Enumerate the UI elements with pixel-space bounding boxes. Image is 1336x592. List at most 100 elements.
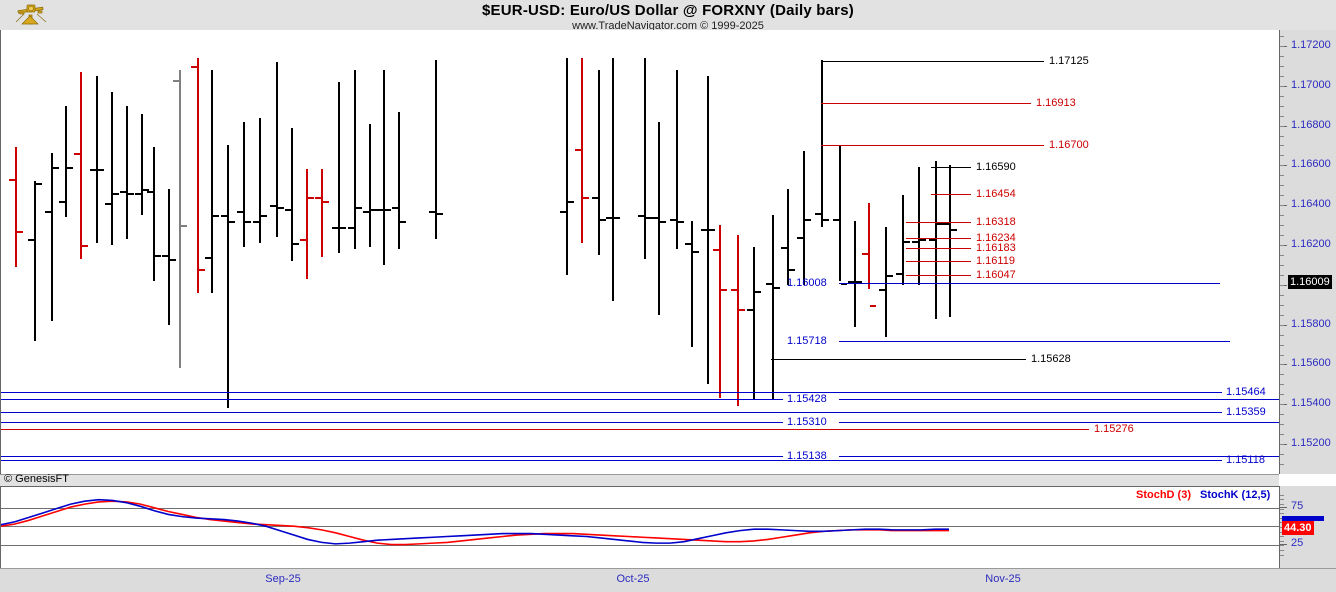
price-axis[interactable]: 1.17200 1.17000 1.16800 1.16600 1.16400 1.162… xyxy=(1279,30,1336,474)
ohlc-bar xyxy=(126,105,128,240)
ohlc-close-tick xyxy=(904,241,910,244)
ohlc-close-tick xyxy=(213,215,219,218)
axis-minor-tick xyxy=(1280,145,1284,147)
axis-minor-tick xyxy=(1280,314,1284,316)
support-resistance-line-left xyxy=(1,398,783,400)
axis-minor-tick xyxy=(1280,354,1284,356)
ohlc-close-tick xyxy=(856,280,862,283)
axis-minor-tick xyxy=(1280,165,1284,167)
ohlc-open-tick xyxy=(879,288,885,291)
support-resistance-line xyxy=(839,422,1280,424)
ohlc-open-tick xyxy=(332,227,338,230)
ohlc-close-tick xyxy=(293,243,299,246)
price-axis-label: 1.16800 xyxy=(1291,118,1331,131)
ohlc-open-tick xyxy=(797,237,803,240)
ohlc-open-tick xyxy=(638,215,644,218)
ohlc-bar xyxy=(338,81,340,253)
stochastic-axis-label: 75 xyxy=(1291,499,1304,512)
axis-minor-tick xyxy=(1280,324,1284,326)
ohlc-close-tick xyxy=(887,274,893,277)
ohlc-open-tick xyxy=(191,65,197,68)
ohlc-close-tick xyxy=(755,290,761,293)
axis-minor-tick xyxy=(1280,454,1284,456)
ohlc-bar xyxy=(306,169,308,279)
date-axis-label: Nov-25 xyxy=(985,573,1021,585)
ohlc-open-tick xyxy=(943,223,949,226)
ohlc-close-tick xyxy=(53,167,59,170)
ohlc-close-tick xyxy=(82,245,88,248)
axis-minor-tick xyxy=(1280,85,1284,87)
ohlc-bar xyxy=(803,151,805,285)
ohlc-close-tick xyxy=(245,221,251,224)
stochastic-axis-label: 25 xyxy=(1291,536,1304,549)
level-price-label: 1.15359 xyxy=(1226,406,1266,419)
level-price-label: 1.16008 xyxy=(787,277,827,290)
ohlc-open-tick xyxy=(377,209,383,212)
ohlc-open-tick xyxy=(701,229,707,232)
ohlc-bar xyxy=(51,153,53,321)
axis-minor-tick xyxy=(1280,499,1284,501)
axis-minor-tick xyxy=(1280,513,1284,515)
ohlc-bar xyxy=(581,57,583,244)
ohlc-open-tick xyxy=(929,239,935,242)
axis-minor-tick xyxy=(1280,264,1284,266)
ohlc-open-tick xyxy=(575,149,581,152)
axis-minor-tick xyxy=(1280,235,1284,237)
price-axis-label: 1.16200 xyxy=(1291,238,1331,251)
ohlc-close-tick xyxy=(36,183,42,186)
axis-minor-tick xyxy=(1280,384,1284,386)
support-resistance-line xyxy=(839,398,1280,400)
ohlc-open-tick xyxy=(766,282,772,285)
level-line xyxy=(821,60,1044,62)
level-price-label: 1.15310 xyxy=(787,416,827,429)
ohlc-open-tick xyxy=(120,191,126,194)
axis-minor-tick xyxy=(1280,115,1284,117)
axis-minor-tick xyxy=(1280,508,1284,510)
ohlc-open-tick xyxy=(670,219,676,222)
ohlc-bar xyxy=(354,69,356,249)
axis-minor-tick xyxy=(1280,254,1284,256)
axis-minor-tick xyxy=(1280,95,1284,97)
ohlc-open-tick xyxy=(652,217,658,220)
ohlc-bar xyxy=(153,147,155,281)
ohlc-close-tick xyxy=(774,286,780,289)
level-price-label: 1.15628 xyxy=(1031,352,1071,365)
ohlc-close-tick xyxy=(356,207,362,210)
price-chart-pane[interactable]: 1.16008 1.15718 1.15464 1.15428 1.15359 1.153… xyxy=(0,30,1281,474)
ohlc-bar xyxy=(839,145,841,281)
axis-minor-tick xyxy=(1280,545,1284,547)
ohlc-bar xyxy=(398,111,400,249)
ohlc-open-tick xyxy=(815,213,821,216)
support-resistance-line xyxy=(839,283,1220,285)
ohlc-open-tick xyxy=(300,239,306,242)
price-axis-label: 1.17000 xyxy=(1291,78,1331,91)
axis-minor-tick xyxy=(1280,155,1284,157)
axis-minor-tick xyxy=(1280,135,1284,137)
ohlc-close-tick xyxy=(709,229,715,232)
level-line xyxy=(931,194,971,196)
level-line xyxy=(1,429,1089,430)
ohlc-close-tick xyxy=(170,258,176,261)
ohlc-bar xyxy=(949,165,951,317)
axis-minor-tick xyxy=(1280,75,1284,77)
ohlc-open-tick xyxy=(270,205,276,208)
ohlc-open-tick xyxy=(848,280,854,283)
ohlc-close-tick xyxy=(568,201,574,204)
ohlc-close-tick xyxy=(113,193,119,196)
ohlc-close-tick xyxy=(805,219,811,222)
ohlc-bar xyxy=(707,75,709,385)
stochastic-gridline xyxy=(1,526,1280,528)
date-axis[interactable]: Sep-25 Oct-25 Nov-25 xyxy=(0,568,1336,592)
axis-minor-tick xyxy=(1280,536,1284,538)
ohlc-bar xyxy=(15,147,17,267)
axis-minor-tick xyxy=(1280,464,1284,466)
stochastic-pane[interactable]: StochD (3) StochK (12,5) xyxy=(0,486,1281,570)
ohlc-open-tick xyxy=(253,221,259,224)
ohlc-bar xyxy=(566,57,568,275)
ohlc-open-tick xyxy=(713,249,719,251)
axis-minor-tick xyxy=(1280,540,1284,542)
stochastic-axis[interactable]: 75 25 44.30 xyxy=(1279,486,1336,568)
axis-minor-tick xyxy=(1280,125,1284,127)
price-axis-label: 1.16600 xyxy=(1291,158,1331,171)
ohlc-bar xyxy=(291,127,293,261)
